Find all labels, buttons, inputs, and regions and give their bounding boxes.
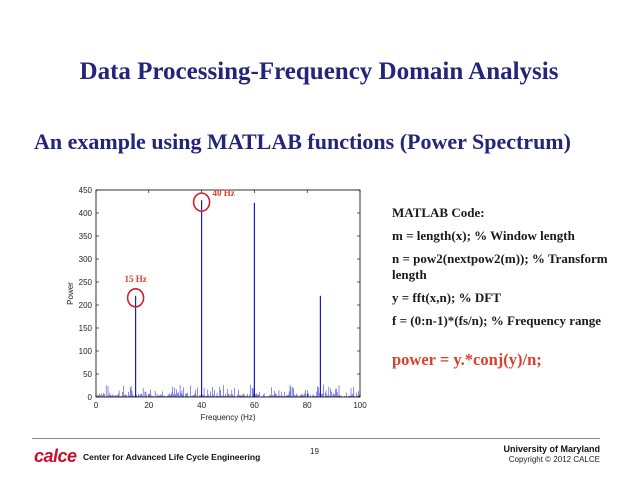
y-tick-label: 250 xyxy=(79,278,93,287)
code-line-dft: y = fft(x,n); % DFT xyxy=(392,290,501,305)
code-heading: MATLAB Code: xyxy=(392,205,485,220)
code-line-transform: n = pow2(nextpow2(m)); % Transform lengt… xyxy=(392,251,608,282)
x-tick-label: 100 xyxy=(353,401,367,410)
x-axis-label: Frequency (Hz) xyxy=(200,413,255,422)
peak-annotation-label: 15 Hz xyxy=(124,274,146,284)
x-tick-label: 20 xyxy=(144,401,153,410)
y-tick-label: 50 xyxy=(83,370,92,379)
x-tick-label: 40 xyxy=(197,401,206,410)
peak-highlight-circle xyxy=(126,288,145,308)
peak-annotation-label: 40 Hz xyxy=(212,188,234,198)
x-tick-label: 80 xyxy=(303,401,312,410)
page-number: 19 xyxy=(310,447,319,456)
y-axis-label: Power xyxy=(66,282,75,305)
code-line-window: m = length(x); % Window length xyxy=(392,228,575,243)
slide-title: Data Processing-Frequency Domain Analysi… xyxy=(79,58,559,85)
code-line-frequency: f = (0:n-1)*(fs/n); % Frequency range xyxy=(392,313,601,328)
footer-divider xyxy=(32,438,600,439)
y-tick-label: 450 xyxy=(79,186,93,195)
center-name: Center for Advanced Life Cycle Engineeri… xyxy=(83,452,261,462)
slide-subtitle: An example using MATLAB functions (Power… xyxy=(34,129,571,154)
plot-frame xyxy=(95,189,361,398)
university-name: University of Maryland xyxy=(503,444,600,454)
y-tick-label: 300 xyxy=(79,255,93,264)
copyright-text: Copyright © 2012 CALCE xyxy=(508,455,600,464)
y-tick-label: 100 xyxy=(79,347,93,356)
y-tick-label: 400 xyxy=(79,209,93,218)
y-tick-label: 0 xyxy=(88,393,93,402)
x-tick-label: 60 xyxy=(250,401,259,410)
code-line-power: power = y.*conj(y)/n; xyxy=(392,350,542,369)
y-tick-label: 150 xyxy=(79,324,93,333)
power-spectrum-chart: 0 20 40 60 80 100 0 50 100 150 200 250 300 350 400 450 F… xyxy=(66,186,367,422)
y-tick-label: 350 xyxy=(79,232,93,241)
peak-highlight-circle xyxy=(192,192,211,212)
calce-logo: calce xyxy=(34,446,77,466)
y-tick-label: 200 xyxy=(79,301,93,310)
x-tick-label: 0 xyxy=(94,401,99,410)
